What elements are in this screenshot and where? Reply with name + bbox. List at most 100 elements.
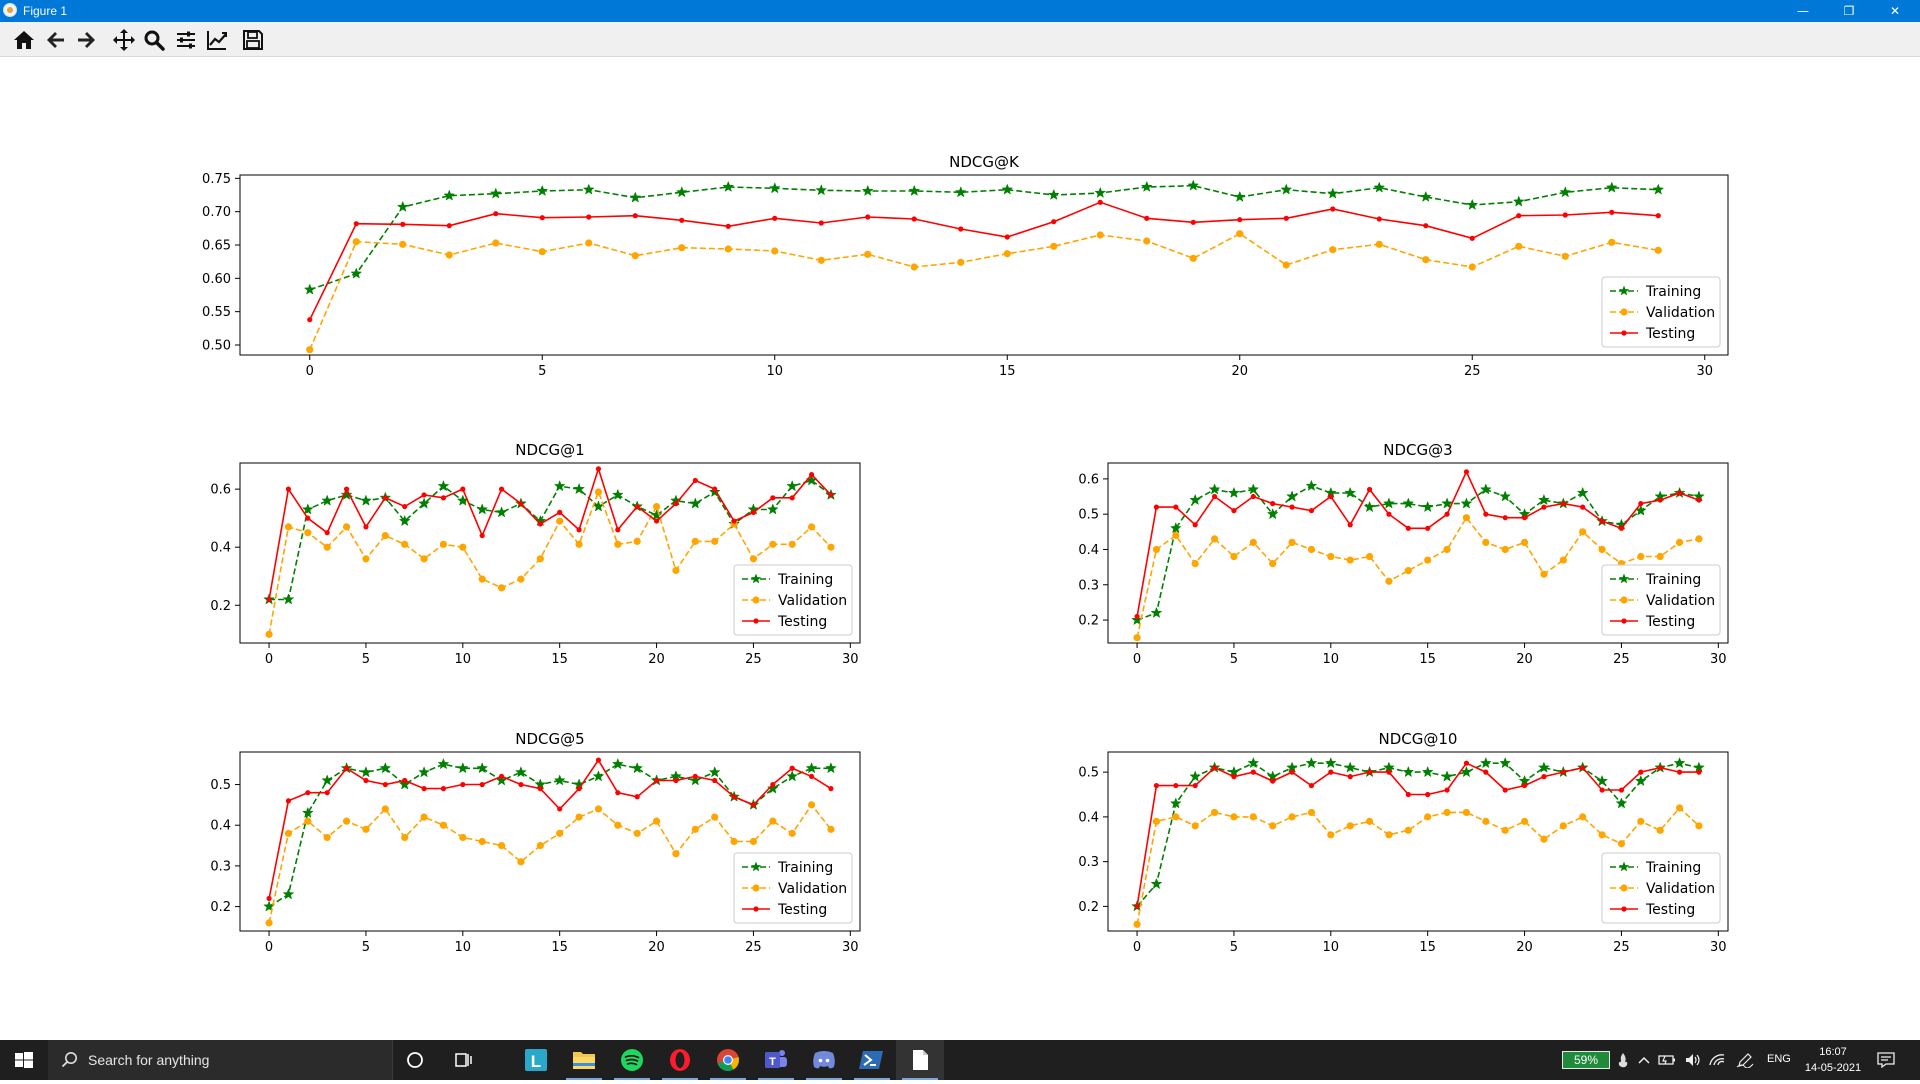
validation-point: [817, 256, 825, 264]
taskbar-file-explorer[interactable]: [560, 1040, 608, 1080]
taskbar-chrome[interactable]: [704, 1040, 752, 1080]
validation-point: [678, 244, 686, 252]
validation-point: [284, 523, 293, 531]
minimize-button[interactable]: —: [1797, 4, 1809, 18]
testing-point: [498, 486, 505, 492]
validation-point: [691, 537, 699, 545]
testing-point: [1425, 791, 1431, 798]
testing-point: [353, 221, 359, 227]
validation-point: [1656, 826, 1664, 834]
battery-icon[interactable]: [1658, 1052, 1676, 1068]
figure-canvas[interactable]: NDCG@K 0 5 10 15 20 25 30 0.50 0.55 0.60 0.65 0.70 0.…: [0, 57, 1920, 1037]
training-point: [1228, 486, 1240, 498]
chart-title: NDCG@K: [949, 153, 1020, 171]
training-point: [553, 774, 566, 786]
testing-point: [1423, 223, 1429, 229]
x-tick-label: 30: [842, 940, 859, 955]
save-figure-button[interactable]: [240, 27, 266, 53]
taskbar-notepad[interactable]: [896, 1040, 944, 1080]
taskbar-clock[interactable]: 16:07 14-05-2021: [1800, 1044, 1866, 1076]
testing-point: [692, 773, 698, 780]
testing-point: [285, 486, 292, 492]
taskbar-app-launcher[interactable]: L: [512, 1040, 560, 1080]
cortana-button[interactable]: [392, 1040, 440, 1080]
validation-point: [769, 817, 777, 825]
validation-point: [1559, 822, 1567, 830]
x-tick-label: 30: [1710, 652, 1727, 667]
x-tick-label: 5: [362, 652, 370, 667]
x-tick-label: 10: [766, 364, 783, 379]
validation-point: [399, 240, 407, 248]
restore-button[interactable]: ❐: [1843, 4, 1855, 18]
x-tick-label: 20: [648, 940, 665, 955]
home-button[interactable]: [11, 27, 37, 53]
testing-point: [1405, 525, 1411, 531]
zoom-button[interactable]: [141, 27, 167, 53]
testing-point: [1144, 215, 1150, 221]
task-view-button[interactable]: [440, 1040, 488, 1080]
testing-point: [586, 214, 592, 220]
chart-ndcg-5: NDCG@5 0 5 10 15 20 25 30 0.2 0.3 0.4 0.5 Training Va…: [210, 730, 861, 955]
validation-point: [1404, 567, 1412, 575]
training-point: [443, 189, 456, 201]
chart-ndcg-1: NDCG@1 0 5 10 15 20 25 30 0.2 0.4 0.6 Training Valid…: [210, 441, 861, 667]
pan-button[interactable]: [111, 27, 137, 53]
pen-workspace-icon[interactable]: [1736, 1052, 1754, 1068]
testing-point: [518, 501, 524, 507]
wifi-icon[interactable]: [1708, 1052, 1726, 1068]
testing-point: [1270, 778, 1276, 784]
battery-indicator[interactable]: 59%: [1562, 1051, 1610, 1069]
taskbar-powershell[interactable]: [848, 1040, 896, 1080]
series-line-training: [269, 479, 832, 601]
taskbar-search-box[interactable]: Search for anything: [48, 1040, 393, 1080]
speaker-volume-icon[interactable]: [1684, 1052, 1702, 1068]
testing-point: [634, 794, 640, 800]
validation-point: [1236, 230, 1244, 238]
validation-point: [1579, 813, 1587, 821]
edit-axes-button[interactable]: [204, 27, 230, 53]
training-point: [379, 762, 392, 774]
language-indicator[interactable]: ENG: [1767, 1053, 1791, 1065]
taskbar-teams[interactable]: T: [752, 1040, 800, 1080]
training-point: [1383, 497, 1395, 509]
legend-box: [1601, 852, 1721, 924]
axes-frame: [239, 751, 861, 932]
validation-point: [362, 825, 370, 833]
windows-logo-icon: [15, 1052, 33, 1068]
close-button[interactable]: ✕: [1889, 4, 1901, 18]
validation-point: [478, 837, 486, 846]
series-testing: [266, 757, 834, 902]
tray-flame-icon[interactable]: [1616, 1052, 1630, 1068]
x-tick-label: 0: [1133, 652, 1141, 667]
x-tick-label: 30: [842, 652, 859, 667]
x-tick-label: 30: [1696, 364, 1713, 379]
x-tick-label: 5: [1230, 940, 1238, 955]
x-tick-label: 0: [265, 940, 273, 955]
training-point: [321, 494, 334, 506]
validation-point: [492, 239, 500, 247]
validation-point: [633, 537, 641, 545]
forward-button[interactable]: [73, 27, 99, 53]
testing-point: [1173, 504, 1179, 510]
taskbar-opera[interactable]: [656, 1040, 704, 1080]
chevron-up-icon[interactable]: [1636, 1052, 1652, 1068]
start-button[interactable]: [0, 1040, 48, 1080]
legend-label: Validation: [1646, 881, 1715, 897]
validation-point: [459, 543, 467, 551]
taskbar-spotify[interactable]: [608, 1040, 656, 1080]
testing-point: [440, 495, 447, 501]
training-point: [350, 267, 363, 279]
testing-point: [750, 802, 757, 808]
training-point: [476, 762, 489, 774]
legend-label: Training: [777, 860, 833, 876]
back-button[interactable]: [43, 27, 69, 53]
taskbar-discord[interactable]: [800, 1040, 848, 1080]
validation-point: [420, 813, 428, 821]
configure-subplots-button[interactable]: [173, 27, 199, 53]
validation-point: [614, 540, 622, 548]
testing-point: [789, 765, 795, 771]
series-testing: [1134, 469, 1702, 620]
series-line-testing: [309, 201, 1659, 321]
notification-center-icon[interactable]: [1876, 1051, 1896, 1069]
training-point: [1150, 877, 1163, 890]
